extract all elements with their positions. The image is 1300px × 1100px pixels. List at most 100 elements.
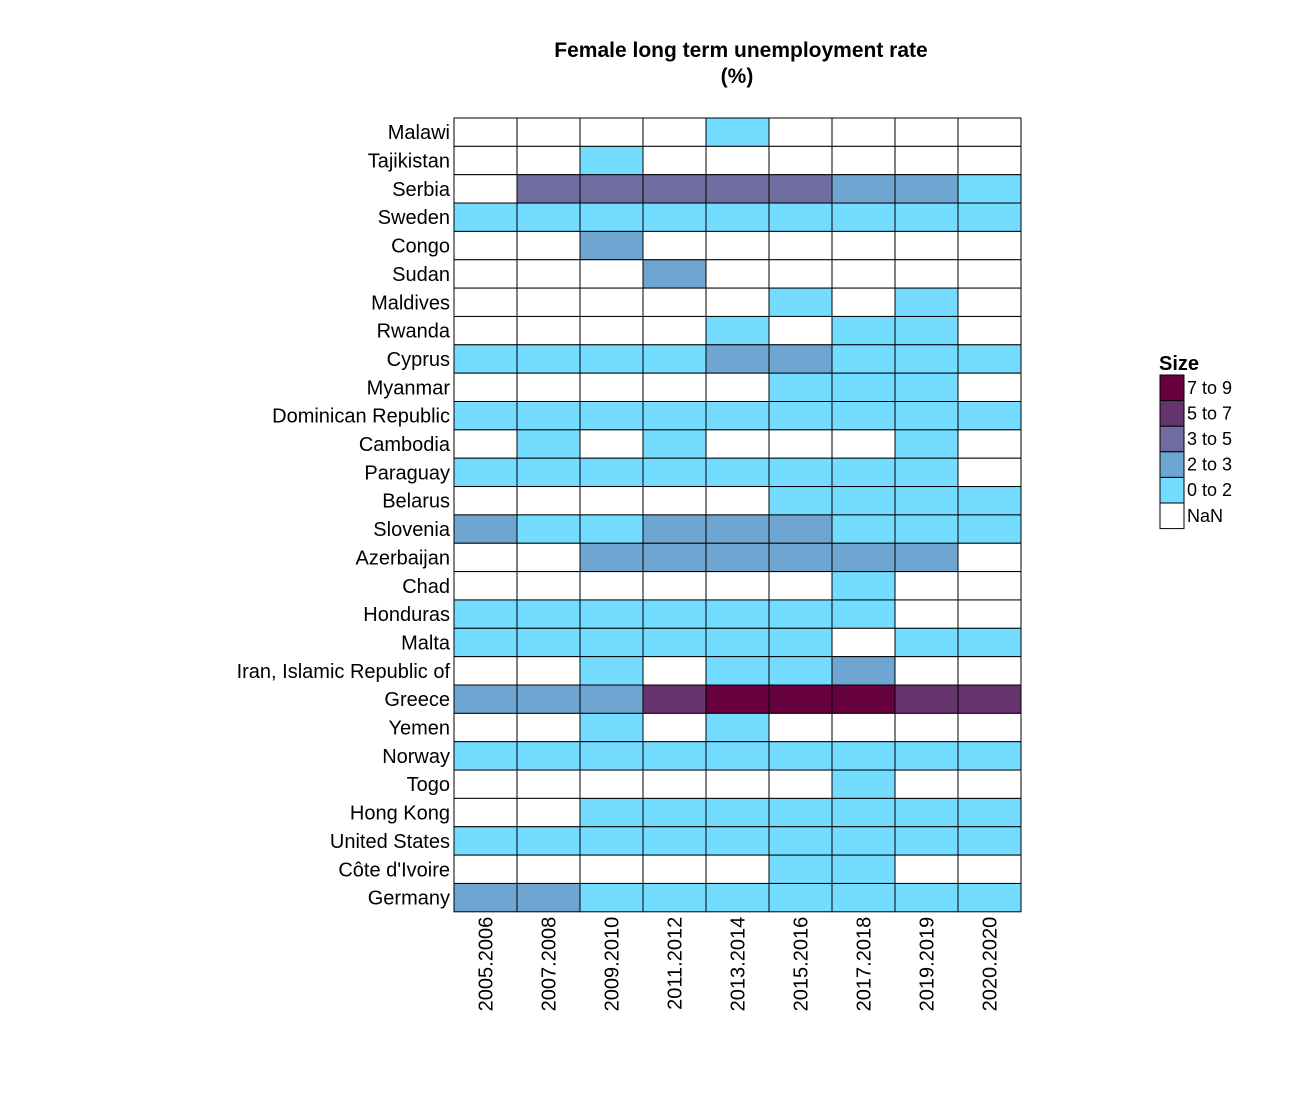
row-label: Chad: [402, 576, 450, 598]
heatmap-cell: [579, 741, 644, 771]
heatmap-cell: [957, 542, 1022, 573]
heatmap-cell: [705, 571, 770, 601]
heatmap-cell: [642, 882, 707, 913]
heatmap-cell: [831, 797, 896, 828]
legend-swatch: [1159, 502, 1185, 530]
heatmap-cell: [957, 401, 1022, 431]
row-label: Slovenia: [373, 519, 451, 541]
heatmap-cell: [768, 826, 833, 856]
heatmap-cell: [705, 259, 770, 289]
heatmap-cell: [453, 542, 518, 573]
heatmap-cell: [768, 202, 833, 232]
heatmap-cell: [453, 826, 518, 856]
heatmap-cell: [453, 486, 518, 516]
heatmap-cell: [705, 429, 770, 459]
heatmap-cell: [453, 684, 518, 714]
heatmap-cell: [705, 656, 770, 686]
heatmap-cell: [453, 882, 518, 913]
row-label: Norway: [382, 746, 450, 768]
heatmap-cell: [453, 854, 518, 884]
heatmap-cell: [831, 174, 896, 204]
heatmap-cell: [579, 656, 644, 686]
heatmap-cell: [642, 797, 707, 828]
heatmap-cell: [831, 542, 896, 573]
heatmap-cell: [768, 712, 833, 743]
heatmap-cell: [579, 315, 644, 346]
heatmap-cell: [768, 542, 833, 573]
heatmap-cell: [453, 145, 518, 176]
column-label: 2007.2008: [539, 917, 561, 1012]
heatmap-cell: [705, 117, 770, 147]
heatmap-cell: [453, 117, 518, 147]
heatmap-cell: [642, 627, 707, 658]
heatmap-cell: [642, 571, 707, 601]
heatmap-cell: [516, 202, 581, 232]
heatmap-cell: [894, 741, 959, 771]
heatmap-cell: [579, 259, 644, 289]
legend-swatch: [1159, 476, 1185, 504]
heatmap-cell: [831, 826, 896, 856]
heatmap-cell: [768, 854, 833, 884]
heatmap-cell: [768, 344, 833, 374]
heatmap-cell: [579, 401, 644, 431]
column-label: 2017.2018: [854, 917, 876, 1012]
heatmap-cell: [516, 826, 581, 856]
heatmap-cell: [768, 656, 833, 686]
heatmap-cell: [642, 656, 707, 686]
row-label: Cambodia: [359, 434, 451, 456]
heatmap-cells: [453, 117, 1022, 913]
heatmap-cell: [894, 315, 959, 346]
heatmap-cell: [957, 826, 1022, 856]
heatmap-cell: [705, 882, 770, 913]
heatmap-cell: [768, 174, 833, 204]
heatmap-cell: [642, 854, 707, 884]
heatmap-cell: [453, 769, 518, 799]
heatmap-cell: [831, 117, 896, 147]
heatmap-cell: [579, 372, 644, 402]
heatmap-cell: [579, 542, 644, 573]
heatmap-cell: [894, 826, 959, 856]
heatmap-cell: [579, 571, 644, 601]
heatmap-cell: [453, 457, 518, 488]
heatmap-cell: [705, 486, 770, 516]
chart-title-group: Female long term unemployment rate (%): [554, 39, 927, 88]
heatmap-cell: [453, 741, 518, 771]
column-label: 2015.2016: [791, 917, 813, 1012]
heatmap-cell: [957, 287, 1022, 317]
heatmap-cell: [957, 202, 1022, 232]
heatmap-cell: [894, 542, 959, 573]
heatmap-cell: [894, 854, 959, 884]
heatmap-cell: [579, 287, 644, 317]
heatmap-cell: [516, 429, 581, 459]
heatmap-cell: [453, 571, 518, 601]
heatmap-cell: [516, 627, 581, 658]
heatmap-cell: [768, 117, 833, 147]
heatmap-cell: [894, 202, 959, 232]
heatmap-cell: [894, 259, 959, 289]
heatmap-cell: [453, 599, 518, 629]
heatmap-cell: [957, 571, 1022, 601]
row-label: Azerbaijan: [355, 547, 450, 569]
heatmap-cell: [831, 287, 896, 317]
row-label: Paraguay: [364, 462, 450, 484]
heatmap-cell: [453, 174, 518, 204]
heatmap-cell: [957, 741, 1022, 771]
heatmap-cell: [705, 514, 770, 544]
heatmap-cell: [768, 486, 833, 516]
heatmap-cell: [768, 882, 833, 913]
heatmap-cell: [831, 712, 896, 743]
heatmap-cell: [453, 401, 518, 431]
legend-label: 5 to 7: [1187, 403, 1232, 423]
heatmap-cell: [453, 372, 518, 402]
heatmap-cell: [957, 259, 1022, 289]
heatmap-cell: [579, 457, 644, 488]
heatmap-cell: [894, 117, 959, 147]
heatmap-cell: [831, 627, 896, 658]
heatmap-cell: [957, 315, 1022, 346]
heatmap-cell: [768, 372, 833, 402]
heatmap-cell: [705, 684, 770, 714]
heatmap-cell: [957, 769, 1022, 799]
heatmap-cell: [768, 145, 833, 176]
heatmap-cell: [705, 145, 770, 176]
